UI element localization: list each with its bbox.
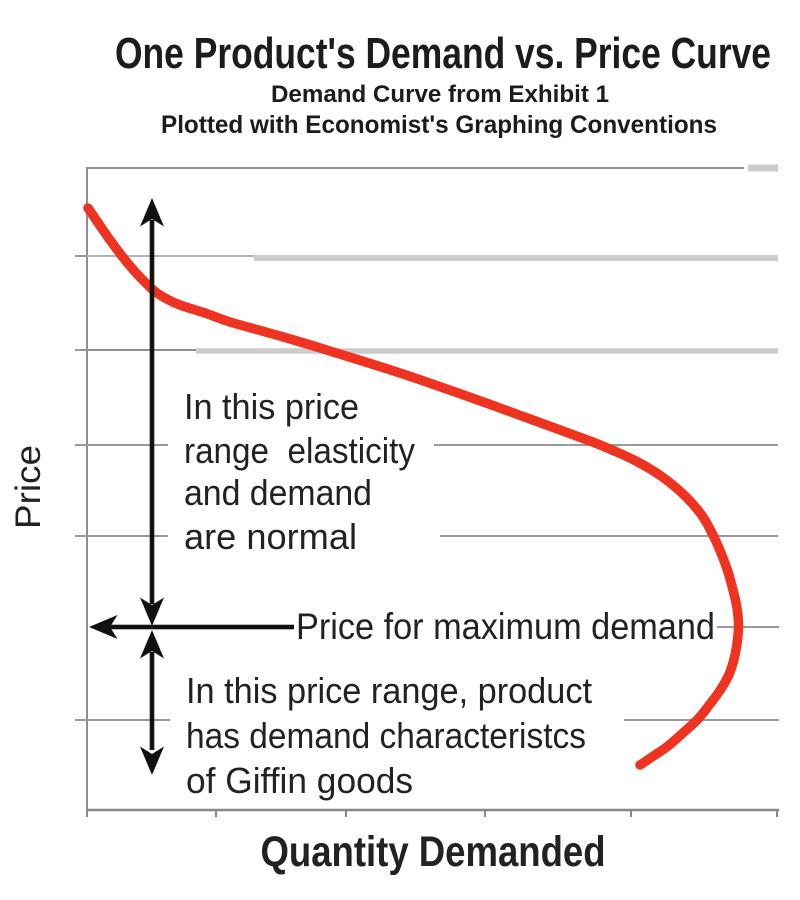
svg-text:Price for maximum demand: Price for maximum demand xyxy=(296,606,715,647)
svg-text:In this price range, product: In this price range, product xyxy=(186,670,592,711)
svg-text:In this price: In this price xyxy=(184,386,359,427)
svg-text:has demand characteristcs: has demand characteristcs xyxy=(186,715,586,756)
svg-text:Price: Price xyxy=(9,445,48,529)
svg-text:range elasticity: range elasticity xyxy=(184,430,415,471)
svg-text:and demand: and demand xyxy=(184,472,372,513)
svg-text:Demand Curve from Exhibit 1: Demand Curve from Exhibit 1 xyxy=(271,81,609,108)
svg-text:Quantity Demanded: Quantity Demanded xyxy=(261,828,606,876)
svg-text:of Giffin goods: of Giffin goods xyxy=(186,760,413,801)
svg-text:One Product's Demand vs. Price: One Product's Demand vs. Price Curve xyxy=(115,29,771,78)
svg-text:are normal: are normal xyxy=(184,516,357,557)
svg-text:Plotted with Economist's Graph: Plotted with Economist's Graphing Conven… xyxy=(161,111,717,139)
